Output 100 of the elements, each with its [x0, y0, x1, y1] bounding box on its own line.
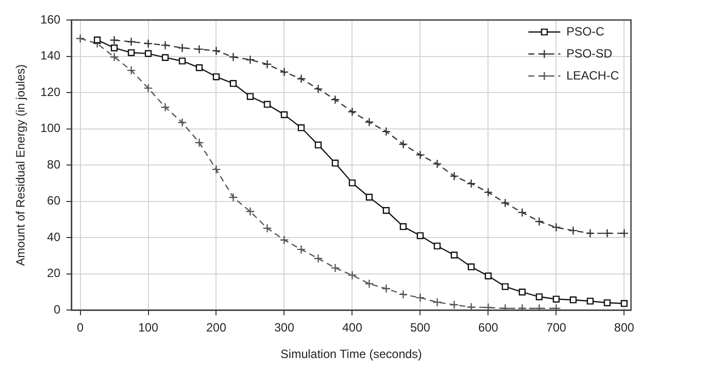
- point: [228, 52, 238, 62]
- point: [332, 160, 339, 167]
- point: [382, 284, 391, 294]
- point: [162, 54, 169, 61]
- legend-label: PSO-C: [566, 24, 605, 38]
- point: [500, 198, 510, 208]
- x-tick-label: 700: [546, 320, 567, 335]
- point: [314, 142, 322, 148]
- point: [620, 300, 628, 307]
- point: [330, 95, 340, 104]
- point: [348, 179, 356, 186]
- point: [518, 208, 527, 218]
- point: [228, 192, 238, 202]
- point: [382, 207, 390, 214]
- point: [552, 296, 560, 303]
- y-tick-label: 0: [54, 302, 61, 317]
- point: [160, 40, 170, 50]
- point: [586, 298, 594, 305]
- point: [262, 60, 272, 69]
- point: [160, 102, 170, 112]
- point: [552, 222, 561, 232]
- y-tick-label: 100: [40, 121, 61, 136]
- point: [178, 118, 187, 128]
- point: [330, 263, 340, 273]
- point: [348, 107, 357, 116]
- y-tick-label: 60: [47, 194, 61, 208]
- point: [128, 49, 135, 56]
- point: [450, 252, 458, 258]
- point: [450, 300, 459, 310]
- point: [76, 34, 85, 44]
- point: [144, 38, 153, 48]
- point: [296, 244, 306, 254]
- point: [570, 296, 577, 304]
- point: [212, 46, 221, 56]
- point: [416, 232, 424, 240]
- point: [484, 188, 493, 197]
- point: [194, 138, 204, 148]
- point: [126, 66, 136, 76]
- point: [314, 254, 323, 264]
- point: [194, 44, 204, 54]
- point: [212, 164, 221, 174]
- point: [230, 80, 237, 87]
- point: [144, 50, 152, 57]
- y-axis-title: Amount of Residual Energy (in joules): [14, 64, 28, 266]
- point: [398, 140, 408, 149]
- point: [296, 74, 306, 84]
- point: [468, 263, 475, 270]
- y-tick-label: 120: [40, 84, 61, 99]
- point: [246, 93, 254, 100]
- point: [94, 36, 101, 44]
- point: [534, 304, 544, 310]
- x-tick-label: 200: [206, 320, 227, 335]
- point: [568, 226, 578, 236]
- x-tick-label: 600: [478, 320, 499, 335]
- point: [466, 179, 476, 188]
- point: [432, 298, 442, 307]
- point: [364, 279, 374, 288]
- x-tick-label: 400: [342, 320, 363, 335]
- point: [586, 228, 595, 238]
- legend-label: PSO-SD: [566, 46, 613, 60]
- point: [518, 304, 527, 310]
- point: [280, 67, 289, 77]
- point: [484, 302, 493, 310]
- point: [416, 293, 425, 302]
- point: [602, 228, 612, 238]
- point: [178, 58, 186, 64]
- x-tick-label: 0: [76, 320, 84, 335]
- legend-label: LEACH-C: [566, 68, 620, 82]
- point: [382, 126, 391, 136]
- point: [450, 172, 459, 181]
- point: [212, 73, 220, 80]
- y-tick-label: 40: [47, 230, 61, 244]
- point: [126, 37, 136, 46]
- point: [416, 150, 425, 160]
- point: [466, 302, 476, 310]
- point: [110, 44, 118, 52]
- y-tick-label: 80: [47, 157, 61, 172]
- point: [246, 206, 255, 216]
- x-tick-label: 500: [410, 320, 431, 335]
- point: [178, 43, 187, 53]
- point: [110, 36, 119, 45]
- point: [604, 299, 611, 306]
- x-tick-label: 300: [274, 320, 295, 335]
- point: [314, 84, 323, 94]
- point: [264, 100, 271, 108]
- point: [364, 118, 374, 127]
- y-tick-label: 160: [40, 12, 61, 26]
- point: [400, 223, 407, 230]
- point: [144, 84, 153, 93]
- point: [536, 293, 543, 300]
- point: [432, 159, 442, 168]
- point: [534, 216, 544, 226]
- point: [246, 55, 255, 64]
- point: [196, 64, 203, 72]
- point: [484, 272, 492, 280]
- point: [262, 224, 272, 233]
- point: [110, 52, 119, 62]
- point: [280, 111, 288, 118]
- point: [366, 194, 373, 201]
- point: [518, 288, 526, 296]
